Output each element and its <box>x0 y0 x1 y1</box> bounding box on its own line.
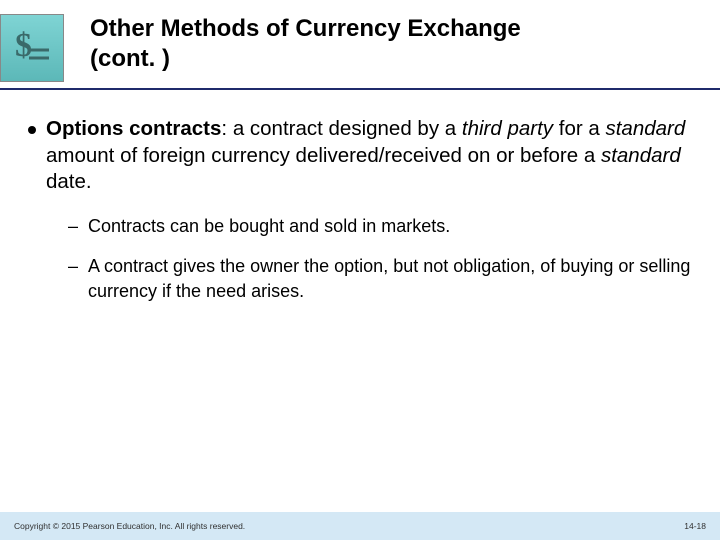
italic-3: standard <box>601 144 681 167</box>
bullet-level1: Options contracts: a contract designed b… <box>28 116 692 196</box>
italic-1: third party <box>462 117 553 140</box>
page-number: 14-18 <box>684 521 706 531</box>
footer: Copyright © 2015 Pearson Education, Inc.… <box>0 512 720 540</box>
bullet-l1-text: Options contracts: a contract designed b… <box>46 116 692 196</box>
dash-icon: – <box>68 214 78 238</box>
header: $ Other Methods of Currency Exchange (co… <box>0 0 720 82</box>
t2: for a <box>553 117 605 140</box>
dollar-equals-icon: $ <box>0 14 64 82</box>
bullet-dot-icon <box>28 126 36 134</box>
copyright-text: Copyright © 2015 Pearson Education, Inc.… <box>14 521 245 531</box>
title-block: Other Methods of Currency Exchange (cont… <box>90 14 690 74</box>
t3: amount of foreign currency delivered/rec… <box>46 144 601 167</box>
bullet-level2-a: – Contracts can be bought and sold in ma… <box>68 214 692 238</box>
content-area: Options contracts: a contract designed b… <box>28 116 692 319</box>
page-title: Other Methods of Currency Exchange (cont… <box>90 14 690 74</box>
t4: date. <box>46 170 92 193</box>
dash-icon: – <box>68 254 78 303</box>
horizontal-rule <box>0 88 720 90</box>
title-line2: (cont. ) <box>90 45 170 72</box>
bullet-l2a-text: Contracts can be bought and sold in mark… <box>88 214 692 238</box>
italic-2: standard <box>605 117 685 140</box>
t1: : a contract designed by a <box>221 117 461 140</box>
bullet-level2-b: – A contract gives the owner the option,… <box>68 254 692 303</box>
bold-lead: Options contracts <box>46 117 221 140</box>
title-line1: Other Methods of Currency Exchange <box>90 15 521 42</box>
bullet-l2b-text: A contract gives the owner the option, b… <box>88 254 692 303</box>
